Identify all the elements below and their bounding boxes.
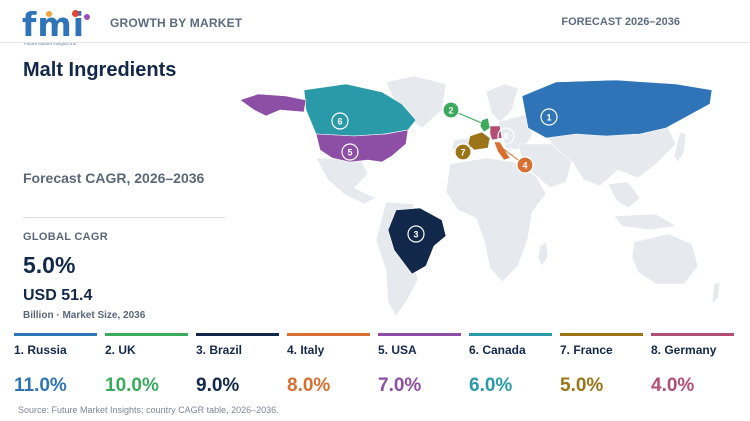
rank-marker-canada[interactable]: [331, 112, 349, 130]
card-country-label: 4. Italy: [287, 343, 325, 357]
card-color-bar: [469, 333, 552, 336]
card-color-bar: [651, 333, 734, 336]
summary-divider: [23, 217, 225, 218]
card-country-label: 2. UK: [105, 343, 136, 357]
page-title: Malt Ingredients: [23, 59, 177, 81]
country-brazil: [387, 207, 447, 275]
world-map: 1 2 3 4 5 6 7 8: [239, 75, 721, 317]
mexico-shape: [315, 157, 377, 205]
global-cagr-value: 5.0%: [23, 252, 76, 278]
logo-dot-icon: [46, 11, 52, 17]
market-size-value: USD 51.4: [23, 287, 93, 304]
country-card-germany[interactable]: 8. Germany 4.0%: [651, 333, 734, 403]
card-color-bar: [378, 333, 461, 336]
card-country-label: 7. France: [560, 343, 613, 357]
country-alaska-usa: [239, 93, 307, 117]
market-size-unit: Billion · Market Size, 2036: [23, 310, 146, 321]
country-uk: [479, 117, 491, 133]
section-label: GROWTH BY MARKET: [110, 16, 243, 30]
card-country-label: 3. Brazil: [196, 343, 243, 357]
rank-marker-label: 3: [413, 230, 418, 240]
country-cards: 1. Russia 11.0% 2. UK 10.0% 3. Brazil 9.0% 4. …: [14, 333, 744, 403]
rank-marker-label: 6: [337, 117, 342, 127]
header-divider: [0, 42, 750, 43]
card-cagr-value: 4.0%: [651, 375, 695, 396]
forecast-label: FORECAST 2026–2036: [561, 16, 680, 28]
rank-marker-label: 7: [460, 148, 465, 158]
card-color-bar: [560, 333, 643, 336]
country-france: [467, 131, 491, 151]
global-cagr-label: GLOBAL CAGR: [23, 231, 108, 243]
rank-marker-italy[interactable]: [516, 156, 534, 174]
rank-marker-label: 1: [546, 113, 551, 123]
country-card-russia[interactable]: 1. Russia 11.0%: [14, 333, 97, 403]
scandinavia-shape: [485, 83, 519, 123]
rank-marker-usa[interactable]: [341, 143, 359, 161]
rank-marker-label: 8: [503, 132, 508, 142]
japan-shape: [673, 131, 687, 163]
new-zealand-shape: [711, 281, 721, 305]
country-russia: [521, 79, 713, 139]
logo-dot-icon: [84, 14, 90, 20]
rank-marker-germany[interactable]: [497, 127, 515, 145]
rank-marker-label: 2: [448, 106, 453, 116]
africa-shape: [445, 157, 547, 283]
rank-marker-russia[interactable]: [540, 108, 558, 126]
logo-subtext: Future Market Insights Inc.: [24, 41, 78, 46]
card-country-label: 8. Germany: [651, 343, 717, 357]
madagascar-shape: [537, 241, 549, 267]
card-country-label: 6. Canada: [469, 343, 526, 357]
card-cagr-value: 6.0%: [469, 375, 513, 396]
card-color-bar: [287, 333, 370, 336]
rank-marker-uk[interactable]: [442, 101, 460, 119]
source-note: Source: Future Market Insights; country …: [18, 405, 279, 415]
southeast-asia-shape: [607, 181, 641, 209]
card-cagr-value: 11.0%: [14, 375, 67, 396]
country-card-italy[interactable]: 4. Italy 8.0%: [287, 333, 370, 403]
country-germany: [489, 125, 503, 141]
card-country-label: 1. Russia: [14, 343, 67, 357]
card-cagr-value: 8.0%: [287, 375, 331, 396]
card-cagr-value: 10.0%: [105, 375, 159, 396]
rank-marker-brazil[interactable]: [407, 225, 425, 243]
country-card-uk[interactable]: 2. UK 10.0%: [105, 333, 188, 403]
indonesia-shape: [613, 213, 677, 231]
card-color-bar: [14, 333, 97, 336]
australia-shape: [631, 233, 699, 285]
country-card-canada[interactable]: 6. Canada 6.0%: [469, 333, 552, 403]
page-subtitle: Forecast CAGR, 2026–2036: [23, 170, 205, 186]
fmi-logo[interactable]: fmi Future Market Insights Inc.: [22, 8, 92, 48]
card-color-bar: [196, 333, 279, 336]
card-cagr-value: 7.0%: [378, 375, 422, 396]
country-card-brazil[interactable]: 3. Brazil 9.0%: [196, 333, 279, 403]
card-cagr-value: 9.0%: [196, 375, 240, 396]
rank-marker-france[interactable]: [454, 143, 472, 161]
country-usa: [315, 129, 409, 163]
card-country-label: 5. USA: [378, 343, 417, 357]
rank-markers: 1 2 3 4 5 6 7 8: [331, 101, 558, 243]
card-cagr-value: 5.0%: [560, 375, 604, 396]
rank-marker-label: 4: [522, 161, 527, 171]
card-color-bar: [105, 333, 188, 336]
country-card-france[interactable]: 7. France 5.0%: [560, 333, 643, 403]
logo-dot-icon: [72, 10, 79, 17]
rank-marker-label: 5: [347, 148, 352, 158]
country-card-usa[interactable]: 5. USA 7.0%: [378, 333, 461, 403]
